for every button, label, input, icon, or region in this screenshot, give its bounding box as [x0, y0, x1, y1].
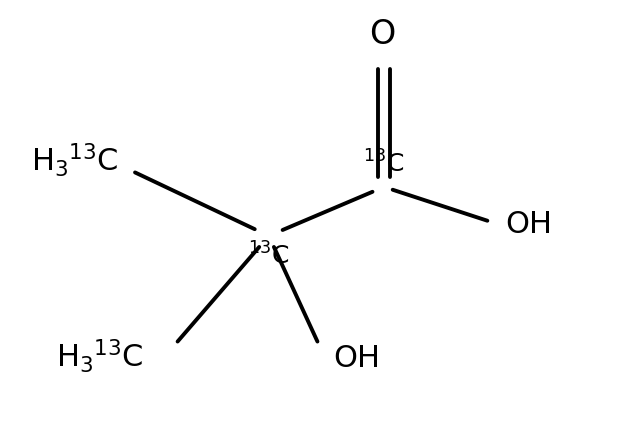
Text: O: O	[369, 18, 396, 51]
Text: $^{13}$C: $^{13}$C	[364, 151, 404, 178]
Text: OH: OH	[333, 344, 380, 373]
Text: H$_3$$^{13}$C: H$_3$$^{13}$C	[31, 142, 118, 179]
Text: $^{13}$C: $^{13}$C	[248, 243, 289, 270]
Text: H$_3$$^{13}$C: H$_3$$^{13}$C	[56, 337, 144, 375]
Text: OH: OH	[506, 210, 552, 239]
